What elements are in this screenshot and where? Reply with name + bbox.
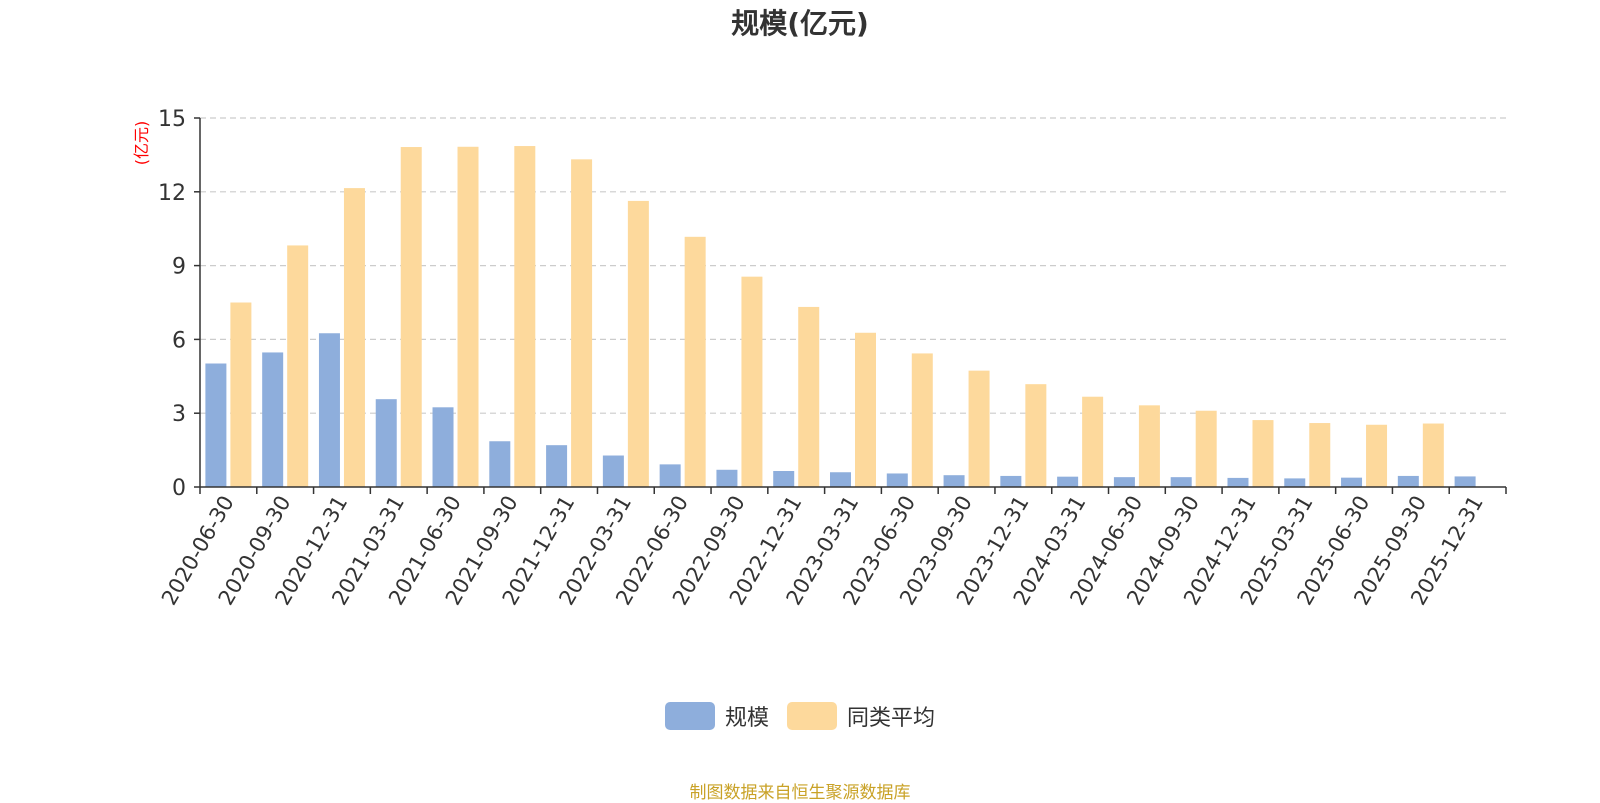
- legend-swatch-series-1: [787, 702, 837, 730]
- source-note: 制图数据来自恒生聚源数据库: [689, 783, 911, 803]
- bar-series-0[interactable]: [773, 471, 795, 487]
- bar-series-0[interactable]: [1170, 477, 1192, 487]
- y-tick-label: 9: [172, 255, 186, 280]
- bar-series-0[interactable]: [546, 445, 568, 487]
- bar-series-0[interactable]: [943, 475, 965, 487]
- grid-lines: [200, 117, 1506, 414]
- legend-label-series-1: 同类平均: [847, 706, 936, 731]
- y-axis-label: (亿元): [132, 121, 151, 166]
- bar-series-0[interactable]: [318, 333, 340, 487]
- bar-series-1[interactable]: [230, 302, 252, 488]
- y-tick-label: 0: [172, 476, 186, 501]
- legend: 规模 同类平均: [0, 700, 1600, 732]
- legend-label-series-0: 规模: [724, 706, 769, 731]
- bar-series-1[interactable]: [1252, 420, 1274, 487]
- y-tick-label: 3: [172, 402, 186, 427]
- bar-series-1[interactable]: [343, 188, 365, 488]
- bar-series-1[interactable]: [400, 147, 422, 487]
- bar-series-1[interactable]: [911, 353, 933, 487]
- bar-series-0[interactable]: [830, 472, 851, 487]
- bar-series-0[interactable]: [1454, 476, 1476, 487]
- bar-series-1[interactable]: [627, 200, 649, 488]
- bar-series-0[interactable]: [489, 441, 511, 487]
- y-tick-label: 6: [172, 328, 186, 353]
- bar-series-1[interactable]: [855, 332, 876, 487]
- bar-series-1[interactable]: [741, 276, 763, 487]
- bar-series-0[interactable]: [886, 473, 908, 487]
- bar-series-0[interactable]: [1000, 475, 1022, 487]
- bar-series-0[interactable]: [716, 469, 738, 487]
- bar-series-0[interactable]: [1397, 475, 1419, 487]
- bar-series-1[interactable]: [287, 245, 309, 487]
- bar-series-1[interactable]: [1366, 424, 1388, 487]
- bar-series-1[interactable]: [1309, 423, 1331, 487]
- bar-series-0[interactable]: [205, 363, 227, 487]
- legend-item-series-0[interactable]: 规模: [664, 700, 769, 732]
- bar-series-0[interactable]: [1113, 477, 1135, 487]
- bar-series-0[interactable]: [375, 399, 397, 487]
- y-tick-label: 12: [158, 181, 186, 206]
- bar-series-1[interactable]: [1138, 405, 1160, 487]
- legend-swatch-series-0: [664, 702, 715, 730]
- bars: [205, 146, 1476, 488]
- bar-series-1[interactable]: [1082, 396, 1104, 487]
- bar-series-0[interactable]: [262, 352, 284, 487]
- chart-title: 规模(亿元): [731, 7, 869, 40]
- bar-series-0[interactable]: [1227, 477, 1249, 487]
- bar-series-0[interactable]: [1284, 478, 1306, 487]
- bar-series-1[interactable]: [1195, 410, 1217, 487]
- bar-series-1[interactable]: [684, 236, 706, 487]
- bar-series-1[interactable]: [1025, 384, 1047, 487]
- y-tick-label: 15: [158, 107, 186, 132]
- bar-series-1[interactable]: [457, 146, 479, 488]
- bar-series-1[interactable]: [798, 306, 820, 487]
- legend-item-series-1[interactable]: 同类平均: [787, 700, 935, 732]
- bar-series-1[interactable]: [514, 146, 536, 487]
- bar-series-0[interactable]: [1057, 476, 1079, 487]
- bar-series-0[interactable]: [602, 455, 624, 487]
- bar-series-0[interactable]: [1341, 477, 1363, 487]
- bar-series-1[interactable]: [1422, 423, 1444, 487]
- bar-series-1[interactable]: [968, 370, 990, 487]
- bar-series-1[interactable]: [571, 159, 593, 487]
- bar-series-0[interactable]: [659, 464, 681, 487]
- bar-series-0[interactable]: [432, 407, 454, 487]
